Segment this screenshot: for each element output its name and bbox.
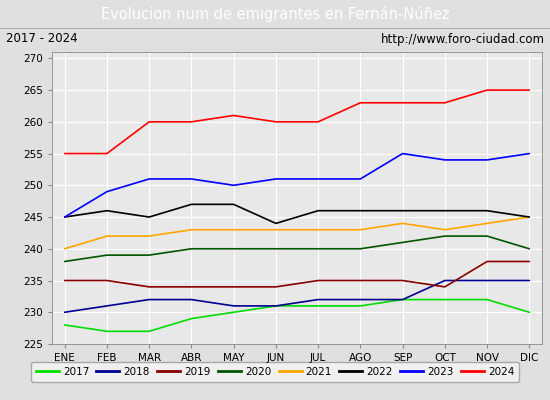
Text: Evolucion num de emigrantes en Fernán-Núñez: Evolucion num de emigrantes en Fernán-Nú… (101, 6, 449, 22)
Text: http://www.foro-ciudad.com: http://www.foro-ciudad.com (381, 32, 544, 46)
Text: 2017 - 2024: 2017 - 2024 (6, 32, 77, 46)
Legend: 2017, 2018, 2019, 2020, 2021, 2022, 2023, 2024: 2017, 2018, 2019, 2020, 2021, 2022, 2023… (30, 362, 520, 382)
